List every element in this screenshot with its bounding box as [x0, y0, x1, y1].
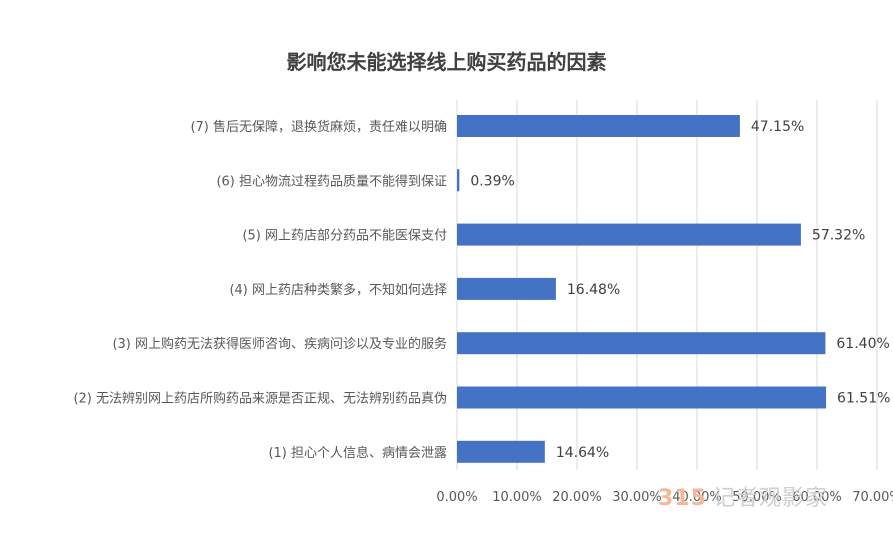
x-tick-label: 30.00%: [612, 490, 662, 505]
x-tick-label: 40.00%: [672, 490, 722, 505]
bar: [457, 115, 740, 137]
data-label: 47.15%: [751, 119, 804, 135]
x-tick-label: 60.00%: [792, 490, 842, 505]
category-label: (3) 网上购药无法获得医师咨询、疾病问诊以及专业的服务: [112, 336, 447, 352]
category-label: (7) 售后无保障，退换货麻烦，责任难以明确: [190, 119, 447, 135]
data-label: 16.48%: [567, 282, 620, 298]
data-label: 0.39%: [470, 173, 514, 189]
bar: [457, 169, 460, 192]
data-label: 61.51%: [837, 391, 890, 407]
bar: [457, 386, 827, 409]
category-label: (6) 担心物流过程药品质量不能得到保证: [216, 173, 447, 189]
category-label: (2) 无法辨别网上药店所购药品来源是否正规、无法辨别药品真伪: [73, 391, 447, 407]
data-label: 57.32%: [812, 228, 865, 244]
bar: [457, 277, 556, 300]
data-label: 61.40%: [836, 336, 889, 352]
bar: [457, 332, 826, 355]
category-label: (1) 担心个人信息、病情会泄露: [268, 445, 447, 461]
x-tick-label: 0.00%: [436, 490, 477, 505]
category-label: (5) 网上药店部分药品不能医保支付: [242, 229, 447, 244]
bar: [457, 440, 545, 463]
x-tick-label: 50.00%: [732, 490, 782, 505]
x-tick-label: 20.00%: [552, 490, 602, 505]
x-tick-label: 70.00%: [852, 490, 893, 505]
x-tick-label: 10.00%: [492, 490, 542, 505]
chart-title: 影响您未能选择线上购买药品的因素: [286, 50, 607, 74]
category-label: (4) 网上药店种类繁多，不知如何选择: [229, 282, 447, 298]
data-label: 14.64%: [556, 445, 609, 461]
bar: [457, 223, 801, 246]
